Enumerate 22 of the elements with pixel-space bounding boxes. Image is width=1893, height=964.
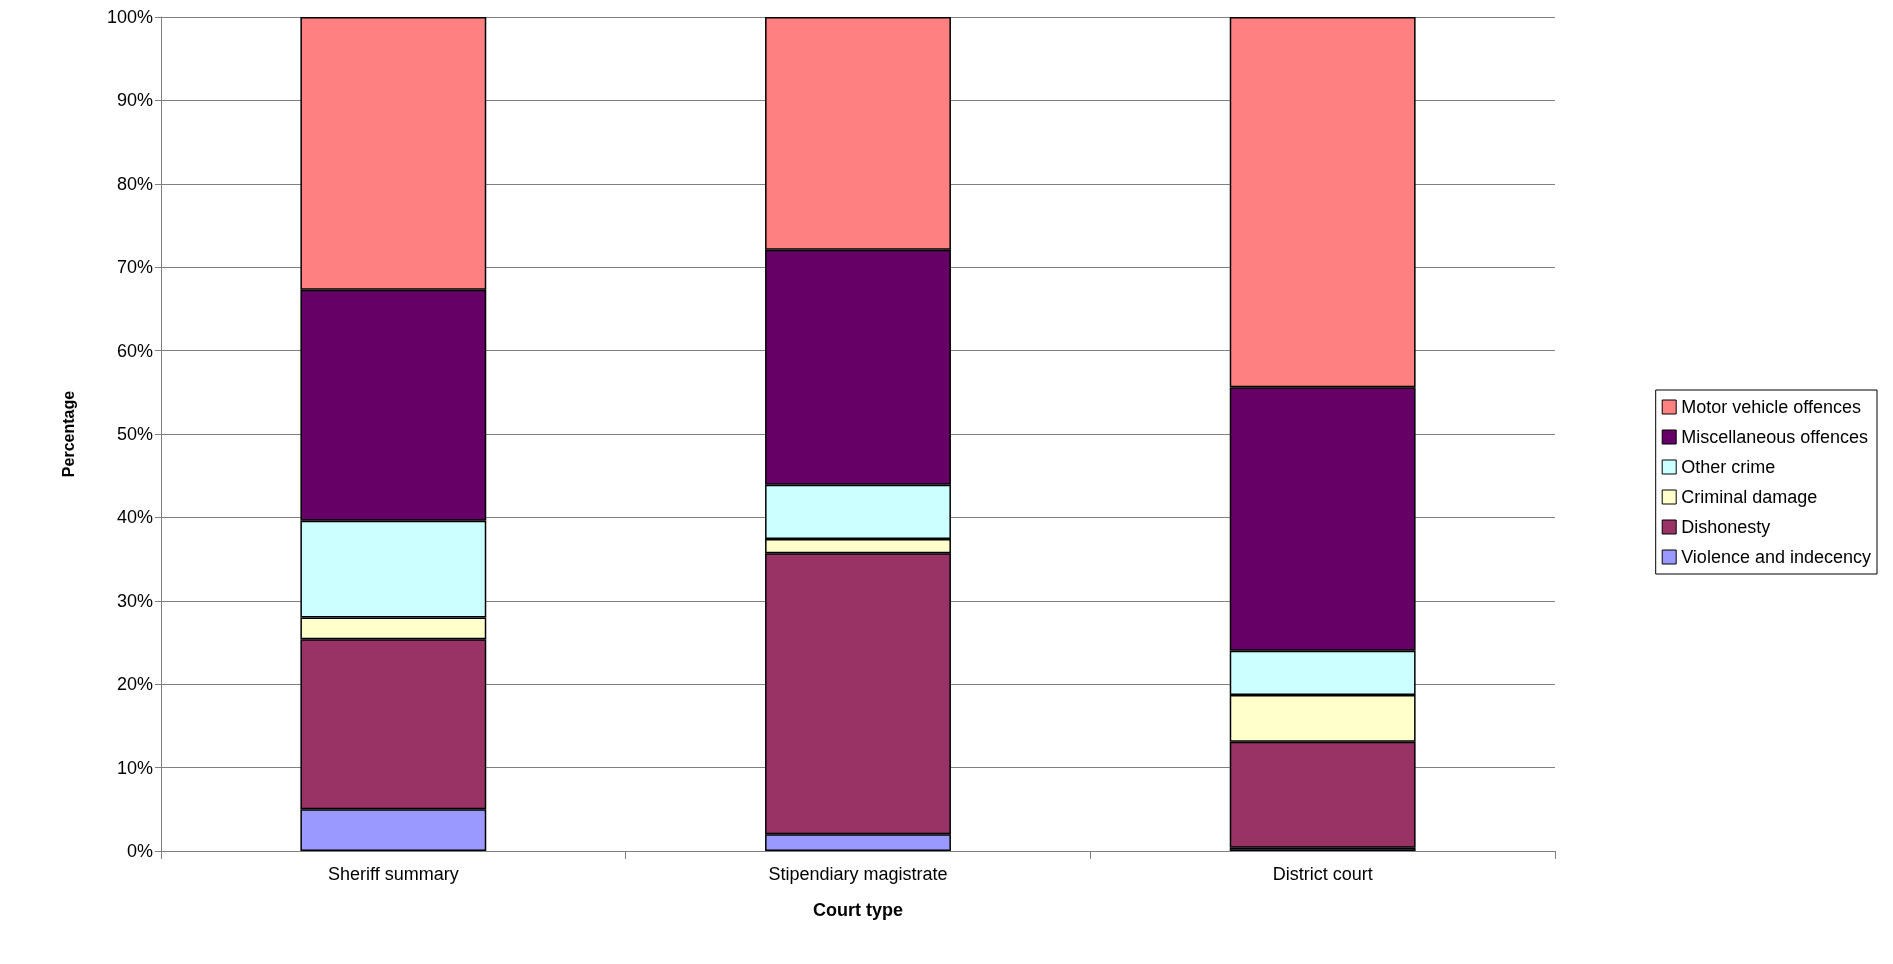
y-tick-label: 0% [126,841,153,861]
y-tick-label: 50% [116,424,153,444]
y-tick-label: 100% [106,7,153,27]
x-tick-label: Stipendiary magistrate [768,864,948,884]
y-tick-label: 30% [116,590,153,611]
x-tick-label: Sheriff summary [327,864,459,884]
legend-label: Violence and indecency [1681,547,1871,567]
legend-label: Miscellaneous offences [1681,427,1868,447]
y-tick-label: 40% [116,507,153,528]
x-axis-title: Court type [813,900,903,920]
y-tick-label: 60% [116,340,153,361]
legend-label: Other crime [1681,457,1776,477]
y-tick-label: 80% [116,173,153,194]
y-tick-label: 10% [116,757,153,778]
y-tick-label: 90% [116,90,153,111]
legend-label: Motor vehicle offences [1681,397,1861,417]
y-tick-label: 20% [116,674,153,695]
legend-label: Dishonesty [1681,517,1771,537]
y-axis-title: Percentage [59,390,77,478]
x-tick-label: District court [1272,864,1373,884]
legend-label: Criminal damage [1681,487,1818,507]
y-tick-label: 70% [116,257,153,278]
